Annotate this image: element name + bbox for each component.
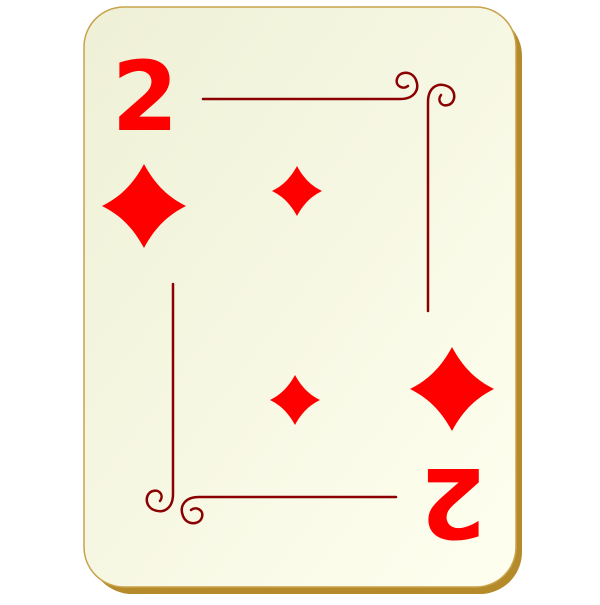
- playing-card[interactable]: [83, 6, 517, 588]
- frame-ornament-bottom-left: [145, 282, 398, 525]
- frame-ornament-top-right: [201, 71, 456, 313]
- card-rank-bottom: 2: [420, 446, 487, 558]
- card-rank-top: 2: [112, 41, 179, 153]
